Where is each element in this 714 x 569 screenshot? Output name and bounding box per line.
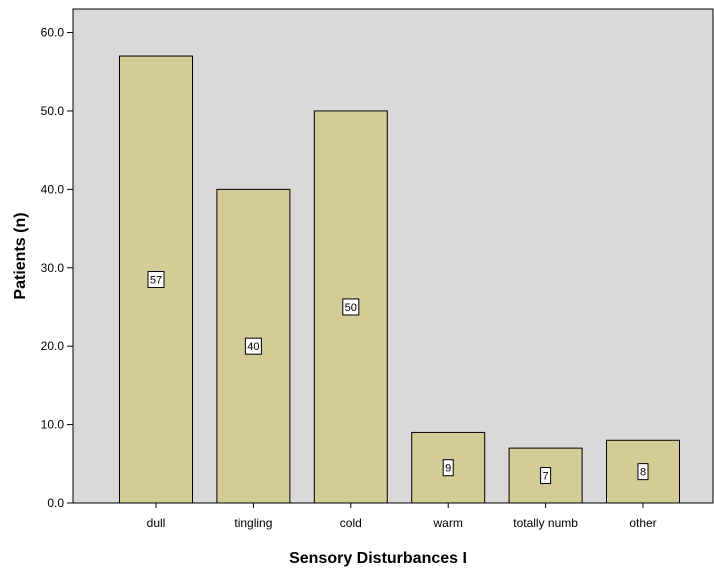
- x-tick-label: dull: [147, 516, 166, 530]
- x-axis-title: Sensory Disturbances I: [289, 550, 467, 567]
- y-tick-label: 20.0: [41, 339, 65, 353]
- data-label-box: [244, 337, 262, 355]
- data-label: 8: [640, 467, 646, 479]
- data-label-box: [442, 459, 454, 477]
- x-tick-label: cold: [340, 516, 362, 530]
- data-label: 50: [345, 302, 357, 314]
- y-tick-label: 10.0: [41, 418, 65, 432]
- y-tick-label: 0.0: [47, 496, 64, 510]
- data-label: 40: [247, 341, 259, 353]
- data-label-box: [147, 271, 165, 289]
- y-axis-title: Patients (n): [12, 212, 29, 299]
- y-tick-label: 40.0: [41, 182, 65, 196]
- y-tick-label: 30.0: [41, 261, 65, 275]
- x-tick-label: warm: [433, 516, 463, 530]
- data-label: 7: [543, 471, 549, 483]
- y-tick-label: 60.0: [41, 26, 65, 40]
- x-tick-label: other: [629, 516, 656, 530]
- data-label-box: [540, 467, 552, 485]
- bars-group: 57 40 50 9 7 8: [119, 55, 680, 504]
- x-tick-label: totally numb: [513, 516, 578, 530]
- x-axis: dull tingling cold warm totally numb other: [73, 502, 713, 530]
- y-axis: 0.0 10.0 20.0 30.0 40.0 50.0 60.0: [41, 9, 74, 510]
- data-label: 57: [150, 275, 162, 287]
- data-label-box: [342, 298, 360, 316]
- y-tick-label: 50.0: [41, 104, 65, 118]
- data-label: 9: [445, 463, 451, 475]
- data-label-box: [637, 463, 649, 481]
- x-tick-label: tingling: [234, 516, 272, 530]
